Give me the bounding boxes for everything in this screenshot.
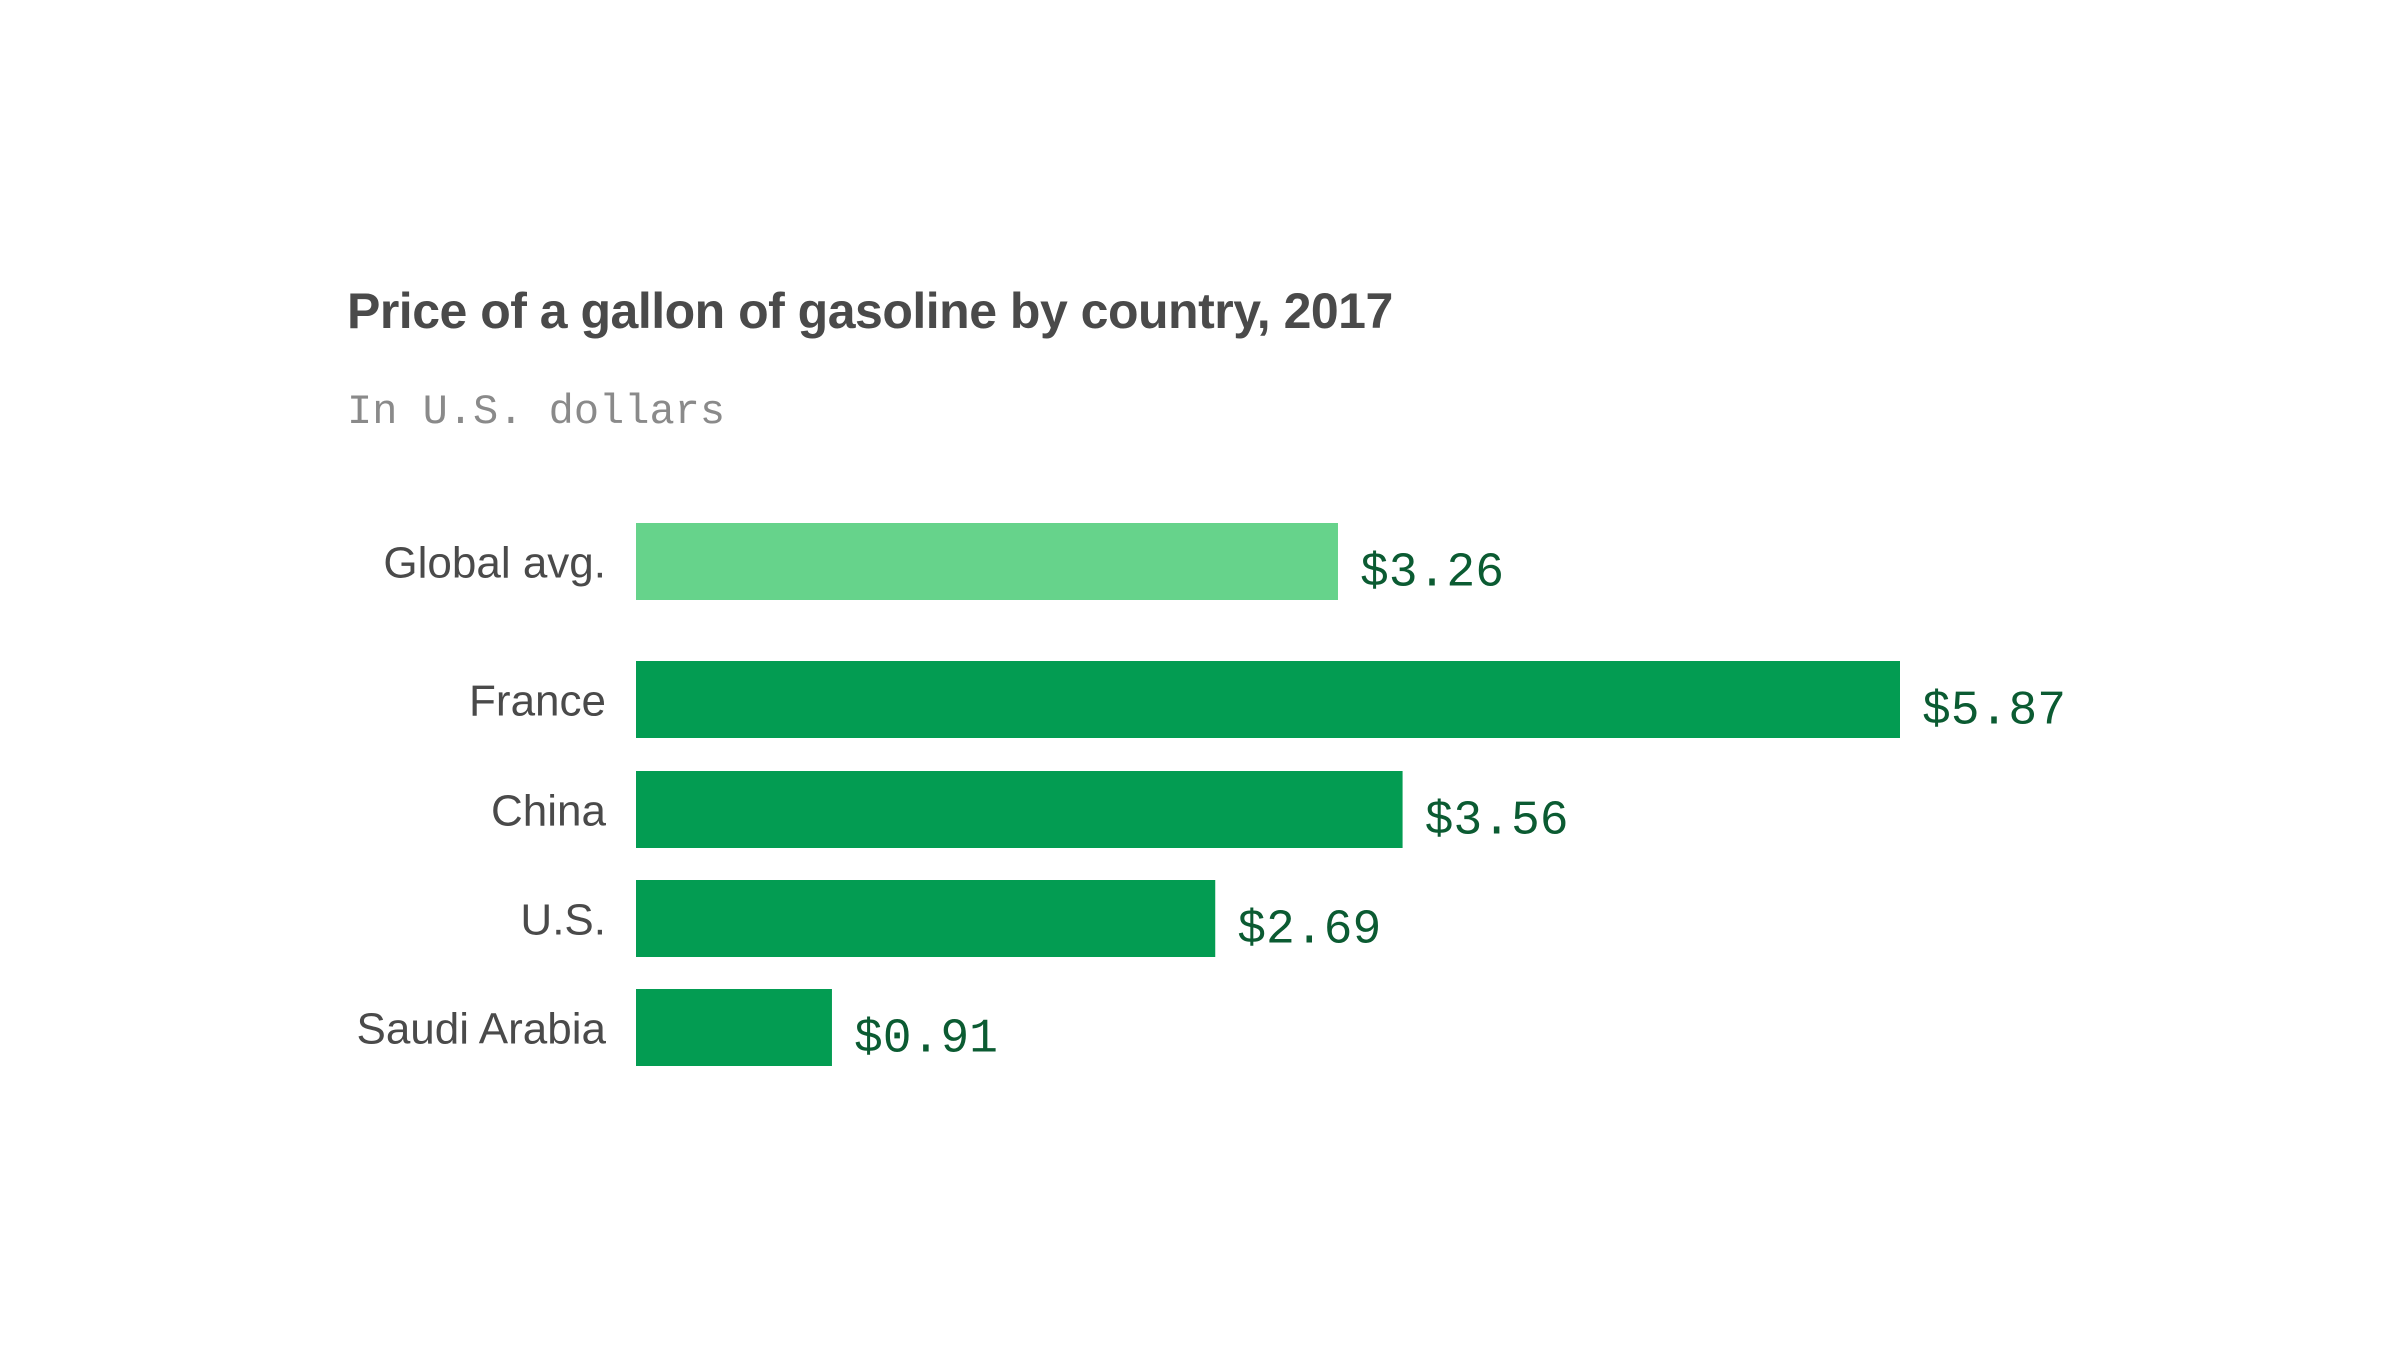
bar xyxy=(636,989,832,1066)
value-label: $3.56 xyxy=(1425,795,1569,849)
bar xyxy=(636,523,1338,600)
bar xyxy=(636,880,1216,957)
bar xyxy=(636,661,1900,738)
value-label: $3.26 xyxy=(1360,547,1504,601)
value-label: $5.87 xyxy=(1922,685,2066,739)
category-label: China xyxy=(491,787,606,836)
chart-title: Price of a gallon of gasoline by country… xyxy=(347,283,1393,339)
category-label: France xyxy=(469,677,606,726)
value-label: $0.91 xyxy=(854,1013,998,1067)
value-label: $2.69 xyxy=(1237,904,1381,958)
bar xyxy=(636,771,1403,848)
category-label: Global avg. xyxy=(383,539,606,588)
category-label: Saudi Arabia xyxy=(356,1005,606,1054)
chart-subtitle: In U.S. dollars xyxy=(347,388,726,436)
category-label: U.S. xyxy=(520,896,606,945)
